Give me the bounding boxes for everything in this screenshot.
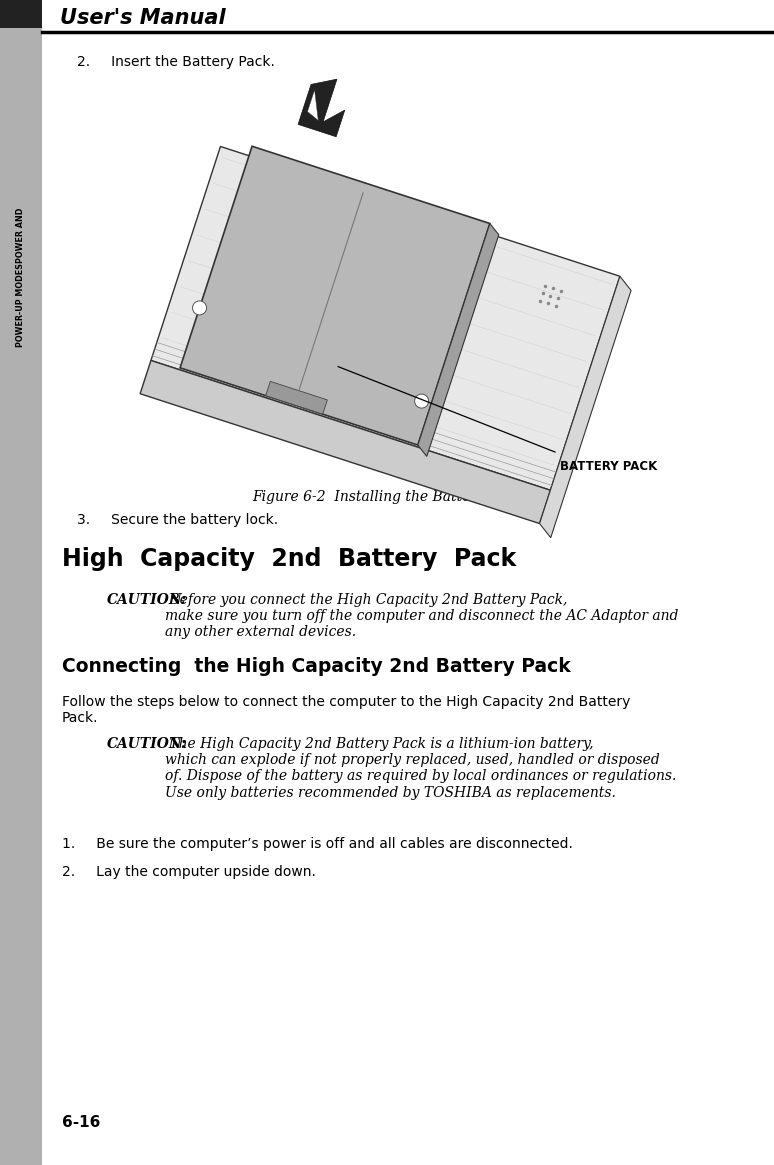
Polygon shape <box>418 224 498 457</box>
Text: User's Manual: User's Manual <box>60 8 226 28</box>
Text: 6-16: 6-16 <box>62 1115 101 1130</box>
Text: 3.   Secure the battery lock.: 3. Secure the battery lock. <box>77 513 278 527</box>
Text: Follow the steps below to connect the computer to the High Capacity 2nd Battery
: Follow the steps below to connect the co… <box>62 696 630 725</box>
Text: The High Capacity 2nd Battery Pack is a lithium-ion battery,
which can explode i: The High Capacity 2nd Battery Pack is a … <box>165 737 676 799</box>
Text: BATTERY PACK: BATTERY PACK <box>560 460 657 473</box>
Text: CAUTION:: CAUTION: <box>107 593 187 607</box>
Text: Before you connect the High Capacity 2nd Battery Pack,
make sure you turn off th: Before you connect the High Capacity 2nd… <box>165 593 678 640</box>
Text: 1.   Be sure the computer’s power is off and all cables are disconnected.: 1. Be sure the computer’s power is off a… <box>62 836 573 850</box>
Circle shape <box>193 301 207 315</box>
Text: CAUTION:: CAUTION: <box>107 737 187 751</box>
Polygon shape <box>180 147 490 445</box>
Text: 2.   Insert the Battery Pack.: 2. Insert the Battery Pack. <box>77 55 275 69</box>
Circle shape <box>415 394 429 408</box>
Polygon shape <box>298 79 344 136</box>
Text: POWER AND: POWER AND <box>16 207 26 262</box>
Polygon shape <box>307 90 318 120</box>
Text: POWER-UP MODES: POWER-UP MODES <box>16 263 26 347</box>
Text: 2.   Lay the computer upside down.: 2. Lay the computer upside down. <box>62 864 316 880</box>
Polygon shape <box>265 381 327 415</box>
Text: Figure 6-2  Installing the Battery Pack: Figure 6-2 Installing the Battery Pack <box>252 490 522 504</box>
Polygon shape <box>151 147 620 490</box>
Polygon shape <box>140 360 550 523</box>
Text: High  Capacity  2nd  Battery  Pack: High Capacity 2nd Battery Pack <box>62 548 516 571</box>
Bar <box>0 0 42 28</box>
Text: Connecting  the High Capacity 2nd Battery Pack: Connecting the High Capacity 2nd Battery… <box>62 657 570 676</box>
Polygon shape <box>539 276 631 538</box>
Bar <box>0 0 42 1165</box>
